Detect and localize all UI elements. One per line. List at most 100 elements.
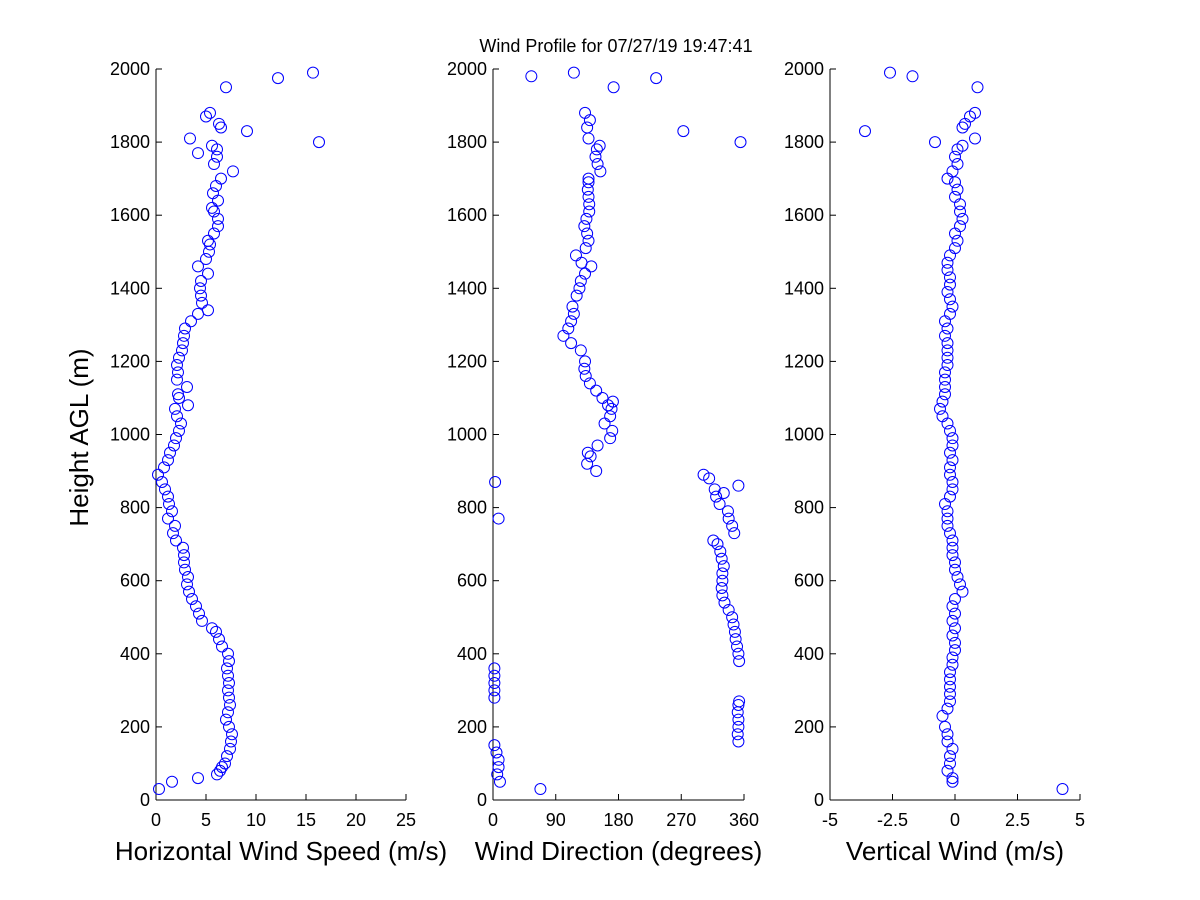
direction-data-point bbox=[582, 132, 595, 145]
speed-data-point bbox=[206, 201, 218, 214]
vertical-x-tick-label: 0 bbox=[950, 810, 960, 830]
direction-data-point bbox=[732, 713, 745, 726]
direction-data-point bbox=[490, 746, 503, 759]
speed-data-point bbox=[215, 172, 227, 185]
direction-data-point bbox=[726, 519, 739, 532]
direction-data-point bbox=[569, 249, 582, 262]
direction-data-point bbox=[574, 274, 587, 287]
speed-data-point bbox=[196, 296, 208, 309]
direction-data-point bbox=[488, 662, 501, 675]
vertical-data-point bbox=[949, 242, 961, 255]
vertical-data-point bbox=[951, 234, 964, 247]
direction-data-point bbox=[729, 633, 742, 646]
vertical-data-point bbox=[946, 432, 959, 445]
vertical-data-point bbox=[951, 158, 964, 171]
direction-data-point bbox=[607, 81, 620, 94]
vertical-data-point bbox=[946, 454, 959, 467]
vertical-y-tick-label: 400 bbox=[794, 644, 824, 664]
speed-data-point bbox=[222, 669, 234, 682]
direction-data-point bbox=[583, 377, 596, 390]
speed-data-point bbox=[156, 476, 168, 489]
direction-data-point bbox=[566, 300, 579, 313]
speed-data-point bbox=[190, 600, 202, 613]
vertical-data-point bbox=[936, 410, 949, 423]
speed-data-point bbox=[171, 373, 183, 386]
vertical-data-point bbox=[939, 315, 951, 328]
direction-data-point bbox=[573, 282, 586, 295]
speed-data-point bbox=[202, 234, 214, 247]
vertical-data-point bbox=[941, 505, 954, 518]
vertical-data-point bbox=[936, 395, 949, 408]
direction-data-point bbox=[721, 505, 734, 518]
vertical-data-point bbox=[944, 424, 956, 437]
vertical-data-point bbox=[969, 132, 981, 145]
direction-y-tick-label: 200 bbox=[457, 717, 487, 737]
direction-data-point bbox=[579, 242, 592, 255]
direction-data-point bbox=[727, 618, 740, 631]
vertical-data-point bbox=[944, 695, 956, 708]
direction-data-point bbox=[492, 753, 505, 766]
vertical-data-point bbox=[934, 402, 946, 415]
speed-data-point bbox=[241, 125, 253, 138]
direction-data-point bbox=[590, 465, 603, 478]
vertical-data-point bbox=[944, 688, 956, 701]
direction-data-point bbox=[732, 735, 745, 748]
speed-data-point bbox=[222, 706, 234, 719]
direction-y-tick-label: 600 bbox=[457, 571, 487, 591]
direction-data-point bbox=[582, 190, 595, 203]
direction-data-point bbox=[575, 256, 588, 269]
vertical-data-point bbox=[941, 728, 954, 741]
speed-y-tick-label: 1600 bbox=[110, 205, 150, 225]
speed-data-point bbox=[307, 66, 319, 79]
direction-data-point bbox=[565, 315, 578, 328]
speed-data-point bbox=[162, 454, 174, 467]
speed-data-point bbox=[192, 147, 204, 160]
direction-data-point bbox=[591, 158, 604, 171]
direction-data-point bbox=[583, 198, 596, 211]
speed-data-point bbox=[212, 220, 224, 233]
speed-data-point bbox=[178, 329, 190, 342]
vertical-data-point bbox=[946, 600, 959, 613]
vertical-data-point bbox=[949, 176, 961, 189]
direction-data-point bbox=[722, 603, 735, 616]
speed-data-point bbox=[222, 684, 234, 697]
vertical-data-point bbox=[944, 293, 956, 306]
vertical-wind-panel: -5 -2.5 0 2.5 5 0 200 400 600 800 1000 1200 1400 1600… bbox=[784, 59, 1085, 866]
vertical-data-point bbox=[939, 380, 951, 393]
vertical-data-point bbox=[944, 307, 956, 320]
direction-data-point bbox=[589, 150, 602, 163]
direction-data-point bbox=[492, 761, 505, 774]
vertical-data-point bbox=[971, 81, 984, 94]
direction-y-tick-label: 800 bbox=[457, 498, 487, 518]
speed-x-tick-label: 10 bbox=[246, 810, 266, 830]
speed-data-point bbox=[208, 158, 220, 171]
direction-data-point bbox=[565, 337, 578, 350]
speed-data-point bbox=[183, 585, 195, 598]
speed-data-point bbox=[216, 761, 228, 774]
direction-data-point bbox=[583, 205, 596, 218]
vertical-data-point bbox=[941, 417, 954, 430]
direction-data-point bbox=[716, 567, 729, 580]
vertical-data-point bbox=[939, 388, 951, 401]
vertical-data-point bbox=[944, 666, 956, 679]
direction-data-point bbox=[488, 677, 501, 690]
vertical-data-point bbox=[941, 285, 954, 298]
speed-data-point bbox=[202, 267, 214, 280]
direction-x-tick-label: 360 bbox=[729, 810, 759, 830]
vertical-data-point bbox=[949, 622, 961, 635]
direction-data-point bbox=[732, 720, 745, 733]
figure-title: Wind Profile for 07/27/19 19:47:41 bbox=[479, 36, 752, 56]
speed-data-point bbox=[186, 592, 198, 605]
vertical-data-point bbox=[939, 720, 951, 733]
vertical-x-tick-label: 2.5 bbox=[1005, 810, 1030, 830]
speed-data-point bbox=[224, 742, 236, 755]
speed-data-point bbox=[159, 483, 171, 496]
speed-data-point bbox=[221, 750, 233, 763]
speed-data-point bbox=[223, 691, 235, 704]
speed-x-axis-label: Horizontal Wind Speed (m/s) bbox=[115, 836, 447, 866]
direction-data-point bbox=[707, 534, 720, 547]
speed-data-point bbox=[169, 519, 181, 532]
direction-data-point bbox=[716, 574, 729, 587]
direction-y-tick-label: 1200 bbox=[447, 351, 487, 371]
direction-data-point bbox=[584, 450, 597, 463]
